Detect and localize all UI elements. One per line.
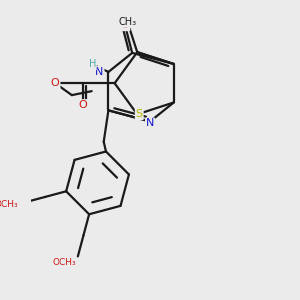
Text: S: S — [136, 109, 143, 119]
Text: O: O — [51, 78, 60, 88]
Text: OCH₃: OCH₃ — [0, 200, 18, 208]
Text: OCH₃: OCH₃ — [53, 258, 76, 267]
Text: H: H — [88, 59, 96, 69]
Text: O: O — [79, 100, 87, 110]
Text: N: N — [95, 67, 104, 77]
Text: N: N — [146, 118, 154, 128]
Text: O: O — [121, 20, 129, 30]
Text: CH₃: CH₃ — [118, 17, 136, 27]
